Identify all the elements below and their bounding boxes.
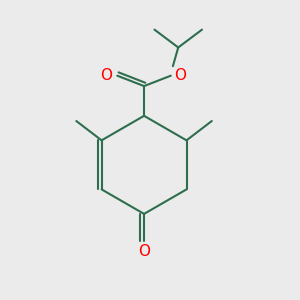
Text: O: O: [174, 68, 186, 83]
Text: O: O: [138, 244, 150, 259]
Text: O: O: [100, 68, 112, 83]
